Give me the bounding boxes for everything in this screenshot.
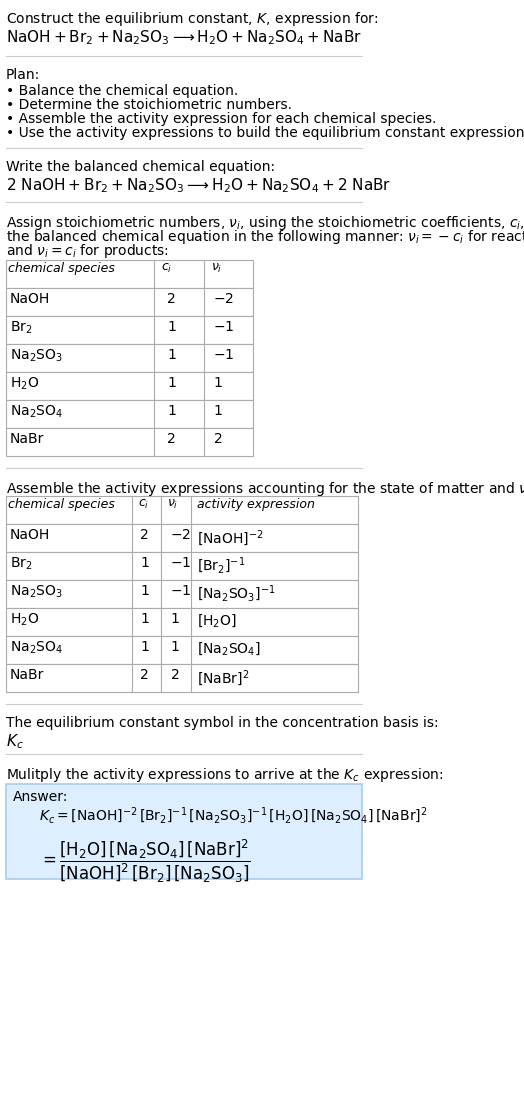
Text: $-2$: $-2$ <box>170 528 191 542</box>
Text: 1: 1 <box>140 640 149 654</box>
Bar <box>6 524 358 552</box>
Text: 2: 2 <box>140 528 149 542</box>
Text: $\mathrm{Br_2}$: $\mathrm{Br_2}$ <box>10 556 32 573</box>
Text: Assemble the activity expressions accounting for the state of matter and $\nu_i$: Assemble the activity expressions accoun… <box>6 480 524 498</box>
Text: $\mathrm{H_2O}$: $\mathrm{H_2O}$ <box>10 376 39 393</box>
Text: $[\mathrm{Na_2SO_3}]^{-1}$: $[\mathrm{Na_2SO_3}]^{-1}$ <box>196 584 275 604</box>
Text: $= \dfrac{[\mathrm{H_2O}]\,[\mathrm{Na_2SO_4}]\,[\mathrm{NaBr}]^{2}}{[\mathrm{Na: $= \dfrac{[\mathrm{H_2O}]\,[\mathrm{Na_2… <box>39 838 250 885</box>
Text: $[\mathrm{Na_2SO_4}]$: $[\mathrm{Na_2SO_4}]$ <box>196 640 260 657</box>
Text: $\nu_i$: $\nu_i$ <box>167 498 179 511</box>
Text: $c_i$: $c_i$ <box>161 262 173 275</box>
Text: Assign stoichiometric numbers, $\nu_i$, using the stoichiometric coefficients, $: Assign stoichiometric numbers, $\nu_i$, … <box>6 214 524 231</box>
Text: 1: 1 <box>167 404 176 418</box>
Bar <box>6 344 253 372</box>
Text: $\mathrm{Na_2SO_3}$: $\mathrm{Na_2SO_3}$ <box>10 348 63 364</box>
Bar <box>6 580 358 608</box>
Text: NaOH: NaOH <box>10 528 50 542</box>
Bar <box>6 260 253 289</box>
Text: NaBr: NaBr <box>10 668 44 682</box>
Text: • Determine the stoichiometric numbers.: • Determine the stoichiometric numbers. <box>6 98 292 112</box>
Text: • Assemble the activity expression for each chemical species.: • Assemble the activity expression for e… <box>6 112 436 126</box>
Text: $-1$: $-1$ <box>213 320 235 333</box>
Bar <box>6 784 362 879</box>
Text: $\mathrm{Br_2}$: $\mathrm{Br_2}$ <box>10 320 32 337</box>
Text: • Use the activity expressions to build the equilibrium constant expression.: • Use the activity expressions to build … <box>6 126 524 140</box>
Text: • Balance the chemical equation.: • Balance the chemical equation. <box>6 84 238 98</box>
Bar <box>6 664 358 692</box>
Text: $1$: $1$ <box>213 404 223 418</box>
Text: $1$: $1$ <box>170 640 180 654</box>
Text: $-2$: $-2$ <box>213 292 234 306</box>
Text: Construct the equilibrium constant, $K$, expression for:: Construct the equilibrium constant, $K$,… <box>6 10 378 29</box>
Text: Write the balanced chemical equation:: Write the balanced chemical equation: <box>6 160 275 174</box>
Text: chemical species: chemical species <box>8 498 115 511</box>
Text: Plan:: Plan: <box>6 68 40 82</box>
Text: NaBr: NaBr <box>10 432 44 446</box>
Text: $[\mathrm{NaOH}]^{-2}$: $[\mathrm{NaOH}]^{-2}$ <box>196 528 263 547</box>
Text: $\mathrm{Na_2SO_4}$: $\mathrm{Na_2SO_4}$ <box>10 404 63 420</box>
Text: $[\mathrm{H_2O}]$: $[\mathrm{H_2O}]$ <box>196 612 236 629</box>
Text: 1: 1 <box>167 376 176 391</box>
Text: $\mathrm{Na_2SO_3}$: $\mathrm{Na_2SO_3}$ <box>10 584 63 600</box>
Text: activity expression: activity expression <box>196 498 314 511</box>
Text: $K_c$: $K_c$ <box>6 732 24 750</box>
Text: The equilibrium constant symbol in the concentration basis is:: The equilibrium constant symbol in the c… <box>6 716 438 730</box>
Bar <box>6 400 253 428</box>
Text: $\mathrm{NaOH + Br_2 + Na_2SO_3 \longrightarrow H_2O + Na_2SO_4 + NaBr}$: $\mathrm{NaOH + Br_2 + Na_2SO_3 \longrig… <box>6 29 362 47</box>
Bar <box>6 428 253 456</box>
Text: and $\nu_i = c_i$ for products:: and $\nu_i = c_i$ for products: <box>6 242 169 260</box>
Text: $-1$: $-1$ <box>213 348 235 362</box>
Bar <box>6 289 253 316</box>
Text: $2$: $2$ <box>170 668 179 682</box>
Text: $\mathrm{2\ NaOH + Br_2 + Na_2SO_3 \longrightarrow H_2O + Na_2SO_4 + 2\ NaBr}$: $\mathrm{2\ NaOH + Br_2 + Na_2SO_3 \long… <box>6 176 391 194</box>
Bar <box>6 372 253 400</box>
Text: $-1$: $-1$ <box>170 584 191 598</box>
Text: Mulitply the activity expressions to arrive at the $K_c$ expression:: Mulitply the activity expressions to arr… <box>6 766 443 784</box>
Text: 1: 1 <box>140 556 149 570</box>
Text: $[\mathrm{NaBr}]^{2}$: $[\mathrm{NaBr}]^{2}$ <box>196 668 249 688</box>
Text: $K_c = [\mathrm{NaOH}]^{-2}\,[\mathrm{Br_2}]^{-1}\,[\mathrm{Na_2SO_3}]^{-1}\,[\m: $K_c = [\mathrm{NaOH}]^{-2}\,[\mathrm{Br… <box>39 806 427 826</box>
Text: $\mathrm{Na_2SO_4}$: $\mathrm{Na_2SO_4}$ <box>10 640 63 656</box>
Text: $2$: $2$ <box>213 432 223 446</box>
Text: $[\mathrm{Br_2}]^{-1}$: $[\mathrm{Br_2}]^{-1}$ <box>196 556 245 576</box>
Text: 1: 1 <box>167 320 176 333</box>
Text: 2: 2 <box>140 668 149 682</box>
Text: 2: 2 <box>167 292 176 306</box>
Bar <box>6 552 358 580</box>
Text: $1$: $1$ <box>170 612 180 626</box>
Text: Answer:: Answer: <box>13 790 68 804</box>
Text: chemical species: chemical species <box>8 262 115 275</box>
Text: 1: 1 <box>167 348 176 362</box>
Bar <box>6 636 358 664</box>
Text: $\mathrm{H_2O}$: $\mathrm{H_2O}$ <box>10 612 39 629</box>
Text: $c_i$: $c_i$ <box>138 498 149 511</box>
Bar <box>6 316 253 344</box>
Text: $\nu_i$: $\nu_i$ <box>211 262 222 275</box>
Text: $-1$: $-1$ <box>170 556 191 570</box>
Bar <box>6 608 358 636</box>
Bar <box>6 496 358 524</box>
Text: NaOH: NaOH <box>10 292 50 306</box>
Text: 1: 1 <box>140 612 149 626</box>
Text: the balanced chemical equation in the following manner: $\nu_i = -c_i$ for react: the balanced chemical equation in the fo… <box>6 228 524 246</box>
Text: 2: 2 <box>167 432 176 446</box>
Text: $1$: $1$ <box>213 376 223 391</box>
Text: 1: 1 <box>140 584 149 598</box>
